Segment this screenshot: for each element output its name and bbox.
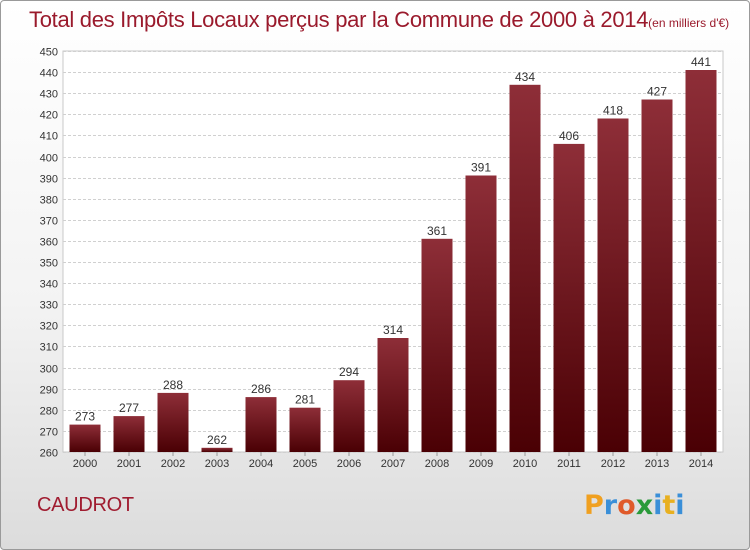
bars: 273 277 288 262 286 281 294 314 361 391 434 406 418 4… (69, 55, 717, 453)
x-tick-label-2007: 2007 (381, 458, 405, 470)
y-tick-label: 380 (40, 195, 58, 207)
x-tick-label-2013: 2013 (645, 458, 669, 470)
x-tick-label-2003: 2003 (205, 458, 229, 470)
bar-2000 (69, 424, 101, 452)
y-tick-label: 300 (40, 364, 58, 376)
y-tick-label: 450 (40, 47, 58, 59)
y-axis: 260 270 280 290 300 310 320 330 340 350 360 370 380 3… (40, 47, 58, 460)
bar-2004 (245, 397, 277, 452)
x-tick-label-2002: 2002 (161, 458, 185, 470)
data-label-2000: 273 (75, 410, 95, 424)
logo-letter: i (675, 490, 685, 521)
chart-title: Total des Impôts Locaux perçus par la Co… (29, 7, 729, 33)
y-tick-label: 260 (40, 448, 58, 460)
bar-2014 (685, 70, 717, 452)
bar-2007 (377, 338, 409, 452)
bar-2003 (201, 447, 233, 452)
data-label-2013: 427 (647, 85, 667, 99)
bar-2009 (465, 175, 497, 452)
bar-2001 (113, 416, 145, 452)
y-tick-label: 320 (40, 321, 58, 333)
y-tick-label: 390 (40, 174, 58, 186)
y-tick-label: 430 (40, 89, 58, 101)
data-label-2012: 418 (603, 104, 623, 118)
logo-letter: i (653, 490, 663, 521)
logo-letter: x (635, 490, 654, 521)
logo-letter: o (617, 490, 636, 521)
logo-letter: r (603, 490, 618, 521)
bar-2012 (597, 118, 629, 452)
bar-2006 (333, 380, 365, 452)
data-label-2010: 434 (515, 70, 535, 84)
x-tick-label-2001: 2001 (117, 458, 141, 470)
data-label-2002: 288 (163, 378, 183, 392)
x-tick-label-2012: 2012 (601, 458, 625, 470)
data-label-2008: 361 (427, 224, 447, 238)
data-label-2003: 262 (207, 433, 227, 447)
x-tick-label-2000: 2000 (73, 458, 97, 470)
x-tick-label-2006: 2006 (337, 458, 361, 470)
bar-2005 (289, 407, 321, 452)
data-label-2011: 406 (559, 129, 579, 143)
commune-name: CAUDROT (37, 494, 134, 516)
y-tick-label: 340 (40, 279, 58, 291)
y-tick-label: 410 (40, 131, 58, 143)
x-tick-label-2009: 2009 (469, 458, 493, 470)
logo-letter: t (662, 490, 676, 521)
chart-title-text: Total des Impôts Locaux perçus par la Co… (29, 7, 649, 32)
y-tick-label: 290 (40, 385, 58, 397)
x-axis: 2000 2001 2002 2003 2004 2005 2006 2007 2008 2009… (73, 452, 713, 470)
bar-2013 (641, 99, 673, 452)
y-tick-label: 370 (40, 216, 58, 228)
x-tick-label-2010: 2010 (513, 458, 537, 470)
y-tick-label: 420 (40, 110, 58, 122)
data-label-2009: 391 (471, 161, 491, 175)
bar-2010 (509, 84, 541, 453)
x-tick-label-2008: 2008 (425, 458, 449, 470)
data-label-2004: 286 (251, 382, 271, 396)
y-tick-label: 280 (40, 406, 58, 418)
bar-2002 (157, 392, 189, 452)
y-tick-label: 440 (40, 68, 58, 80)
x-tick-label-2011: 2011 (557, 458, 581, 470)
x-tick-label-2004: 2004 (249, 458, 273, 470)
y-tick-label: 310 (40, 342, 58, 354)
y-tick-label: 270 (40, 427, 58, 439)
bar-2011 (553, 143, 585, 452)
x-tick-label-2014: 2014 (689, 458, 713, 470)
data-label-2005: 281 (295, 393, 315, 407)
logo-letter: P (584, 490, 604, 521)
data-label-2001: 277 (119, 401, 139, 415)
x-tick-label-2005: 2005 (293, 458, 317, 470)
proxiti-logo: Proxiti (584, 490, 685, 521)
y-tick-label: 330 (40, 300, 58, 312)
data-label-2007: 314 (383, 323, 403, 337)
bar-2008 (421, 238, 453, 452)
data-label-2006: 294 (339, 365, 359, 379)
y-tick-label: 350 (40, 258, 58, 270)
y-tick-label: 400 (40, 153, 58, 165)
data-label-2014: 441 (691, 55, 711, 69)
chart-unit-note: (en milliers d'€) (648, 16, 730, 30)
y-tick-label: 360 (40, 237, 58, 249)
